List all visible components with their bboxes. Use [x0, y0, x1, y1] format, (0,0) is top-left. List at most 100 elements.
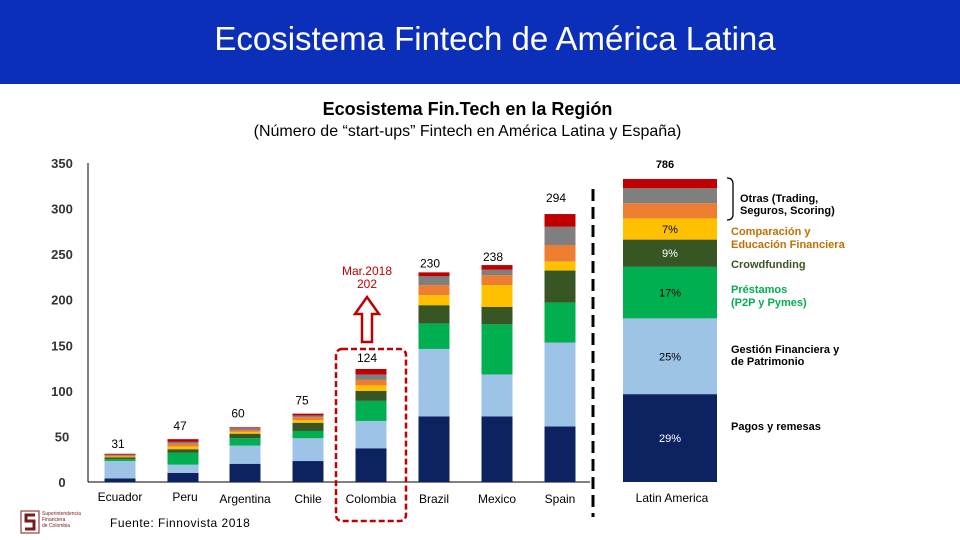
bars: [104, 214, 576, 482]
latam-pct-label: 9%: [662, 248, 678, 260]
bar-segment: [418, 295, 450, 306]
bar-segment: [355, 374, 387, 380]
bar-segment: [292, 438, 324, 462]
x-tick-label: Colombia: [346, 492, 397, 506]
bar-segment: [355, 368, 387, 375]
x-tick-label: Chile: [294, 492, 322, 506]
legend-gestion: de Patrimonio: [731, 356, 805, 368]
bar-segment: [229, 431, 261, 434]
latam-pct-label: 7%: [662, 224, 678, 236]
legend-comparacion: Comparación y: [731, 226, 811, 238]
bar-segment: [104, 455, 136, 457]
logo-text: Superintendencia Financiera de Colombia: [42, 511, 81, 529]
y-tick-label: 300: [51, 202, 73, 217]
bar-segment: [229, 428, 261, 431]
bracket-icon: [726, 177, 734, 221]
bar-segment: [292, 420, 324, 423]
chart-subtitle: (Número de “start-ups” Fintech en Améric…: [253, 123, 682, 140]
bar-segment: [229, 463, 261, 482]
bar-segment: [104, 461, 136, 479]
chart-title: Ecosistema Fin.Tech en la Región: [322, 99, 613, 119]
bar-segment: [544, 214, 576, 227]
source-note: Fuente: Finnovista 2018: [110, 516, 251, 530]
bar-segment: [481, 269, 513, 276]
bar-segment: [229, 445, 261, 464]
bar-segment: [418, 272, 450, 277]
latam-bar-segment: [623, 239, 717, 267]
bar-segment: [355, 420, 387, 449]
latam-total-label: 786: [656, 159, 674, 171]
annotation-mar2018-value: 202: [357, 277, 377, 291]
bar-segment: [418, 416, 450, 482]
bar-segment: [481, 324, 513, 375]
x-tick-label: Ecuador: [98, 490, 143, 504]
bar-segment: [229, 430, 261, 432]
legend-pagos: Pagos y remesas: [731, 421, 821, 433]
bar-segment: [229, 427, 261, 429]
logo: Superintendencia Financiera de Colombia: [20, 510, 100, 534]
latam-category-label: Latin America: [636, 491, 709, 505]
bar-segment: [355, 400, 387, 421]
bar-segment: [481, 265, 513, 270]
bar-segment: [481, 285, 513, 308]
latam-pct-label: 17%: [659, 288, 681, 300]
legend-prestamos: Préstamos: [731, 284, 787, 296]
bar-segment: [167, 439, 199, 442]
y-tick-label: 350: [51, 156, 73, 171]
bar-segment: [229, 433, 261, 439]
logo-line: Superintendencia: [42, 511, 81, 517]
bar-segment: [418, 323, 450, 349]
data-label-total: 60: [231, 406, 245, 420]
data-label-total: 31: [111, 437, 125, 451]
bar-segment: [104, 454, 136, 456]
logo-line: de Colombia: [42, 523, 71, 529]
x-tick-label: Mexico: [478, 492, 516, 506]
x-tick-label: Spain: [545, 492, 576, 506]
bar-segment: [355, 379, 387, 386]
bar-segment: [544, 302, 576, 343]
header-bar: Ecosistema Fintech de América Latina: [0, 0, 960, 84]
bar-segment: [167, 446, 199, 450]
data-label-total: 75: [295, 394, 309, 408]
bar-segment: [481, 307, 513, 325]
chart-labels: Ecuador Peru Argentina Chile Colombia Brazil M…: [98, 191, 576, 506]
legend-otras: Otras (Trading,: [740, 193, 818, 205]
bar-segment: [167, 472, 199, 482]
latam-pct-label: 25%: [659, 351, 681, 363]
bar-segment: [167, 443, 199, 447]
bar-segment: [292, 430, 324, 439]
x-tick-label: Brazil: [419, 492, 449, 506]
y-tick-label: 200: [51, 293, 73, 308]
bar-segment: [167, 452, 199, 465]
data-label-total: 230: [420, 256, 440, 270]
bar-segment: [104, 456, 136, 458]
bar-segment: [544, 245, 576, 262]
bar-segment: [418, 305, 450, 324]
bar-segment: [544, 270, 576, 303]
latam-bar-segment: [623, 203, 717, 219]
logo-mark-icon: [20, 510, 40, 534]
bar-segment: [418, 348, 450, 417]
bar-segment: [544, 342, 576, 427]
latam-bar-segment: [623, 394, 717, 482]
legend-prestamos: (P2P y Pymes): [731, 297, 807, 309]
bar-segment: [292, 461, 324, 482]
y-tick-label: 250: [51, 247, 73, 262]
y-tick-label: 0: [58, 475, 65, 490]
legend-gestion: Gestión Financiera y: [731, 344, 840, 356]
bar-segment: [104, 457, 136, 460]
data-label-total: 124: [357, 351, 377, 365]
bar-segment: [481, 416, 513, 482]
bar-segment: [418, 276, 450, 286]
bar-segment: [104, 453, 136, 455]
bar-segment: [355, 448, 387, 482]
bar-segment: [292, 422, 324, 431]
latam-bar-segment: [623, 188, 717, 204]
up-arrow-icon: [352, 294, 382, 344]
data-label-total: 294: [546, 191, 566, 205]
bar-segment: [481, 374, 513, 417]
bar-segment: [544, 426, 576, 482]
logo-line: Financiera: [42, 517, 66, 523]
bar-segment: [544, 261, 576, 271]
